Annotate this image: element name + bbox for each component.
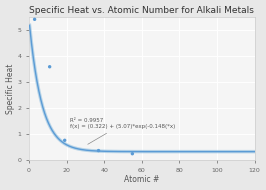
Point xyxy=(63,139,67,142)
Point xyxy=(32,18,37,21)
Y-axis label: Specific Heat: Specific Heat xyxy=(6,63,15,114)
Point xyxy=(48,65,52,68)
Point xyxy=(96,149,101,152)
Title: Specific Heat vs. Atomic Number for Alkali Metals: Specific Heat vs. Atomic Number for Alka… xyxy=(29,6,254,15)
Text: R² = 0.9957
f(x) = (0.322) + (5.07)*exp(-0.148(*x): R² = 0.9957 f(x) = (0.322) + (5.07)*exp(… xyxy=(70,118,176,144)
Point xyxy=(130,152,135,155)
X-axis label: Atomic #: Atomic # xyxy=(124,175,159,184)
